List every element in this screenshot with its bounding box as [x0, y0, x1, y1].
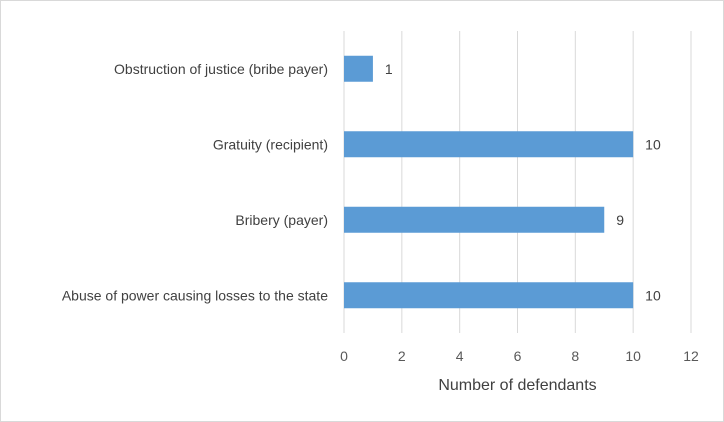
- bar: [344, 206, 605, 233]
- x-tick-label: 2: [398, 348, 406, 364]
- x-tick-label: 12: [683, 348, 699, 364]
- category-label: Bribery (payer): [235, 212, 328, 228]
- x-axis-title: Number of defendants: [438, 377, 596, 394]
- data-label: 9: [616, 212, 624, 228]
- category-label: Abuse of power causing losses to the sta…: [62, 287, 328, 303]
- category-label: Gratuity (recipient): [213, 136, 328, 152]
- bars: [344, 55, 634, 309]
- x-tick-label: 4: [456, 348, 464, 364]
- x-tick-label: 10: [625, 348, 641, 364]
- data-labels: 1 10 9 10: [385, 61, 661, 304]
- category-labels: Obstruction of justice (bribe payer) Grat…: [62, 61, 328, 304]
- x-tick-label: 0: [340, 348, 348, 364]
- gridlines: [343, 31, 692, 333]
- data-label: 1: [385, 61, 393, 77]
- data-label: 10: [645, 136, 661, 152]
- x-tick-label: 8: [571, 348, 579, 364]
- x-tick-label: 6: [514, 348, 522, 364]
- x-tick-labels: 0 2 4 6 8 10 12: [340, 348, 699, 364]
- data-label: 10: [645, 287, 661, 303]
- bar: [344, 282, 634, 309]
- category-label: Obstruction of justice (bribe payer): [114, 61, 328, 77]
- bar: [344, 131, 634, 158]
- bar: [344, 55, 373, 82]
